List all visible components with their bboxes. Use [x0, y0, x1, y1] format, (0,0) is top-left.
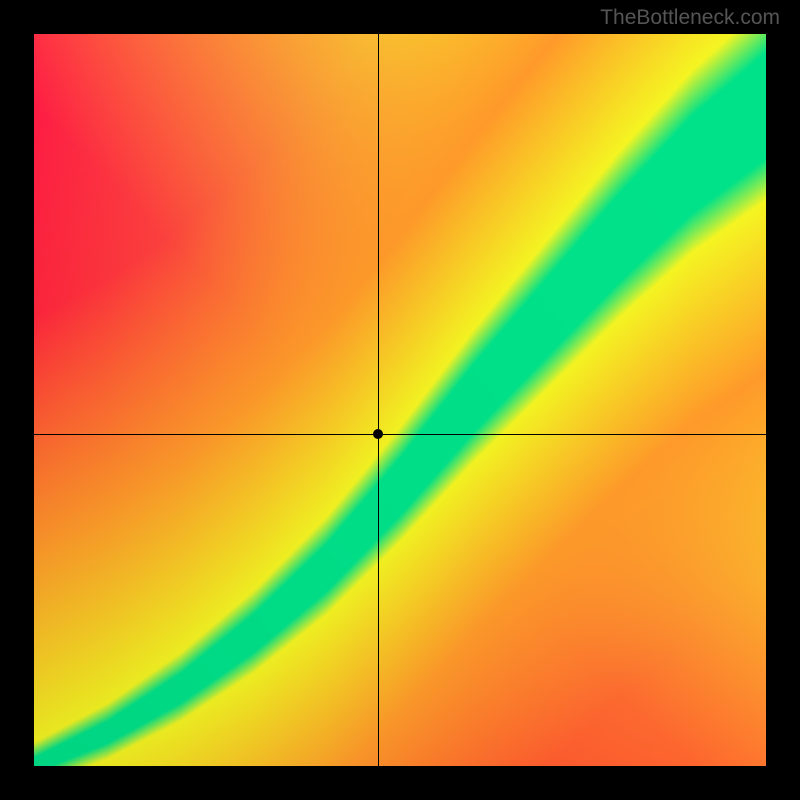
crosshair-marker-dot	[373, 429, 383, 439]
crosshair-vertical	[378, 34, 379, 766]
heatmap-plot-area	[34, 34, 766, 766]
crosshair-horizontal	[34, 434, 766, 435]
heatmap-canvas	[34, 34, 766, 766]
watermark-text: TheBottleneck.com	[600, 6, 780, 30]
